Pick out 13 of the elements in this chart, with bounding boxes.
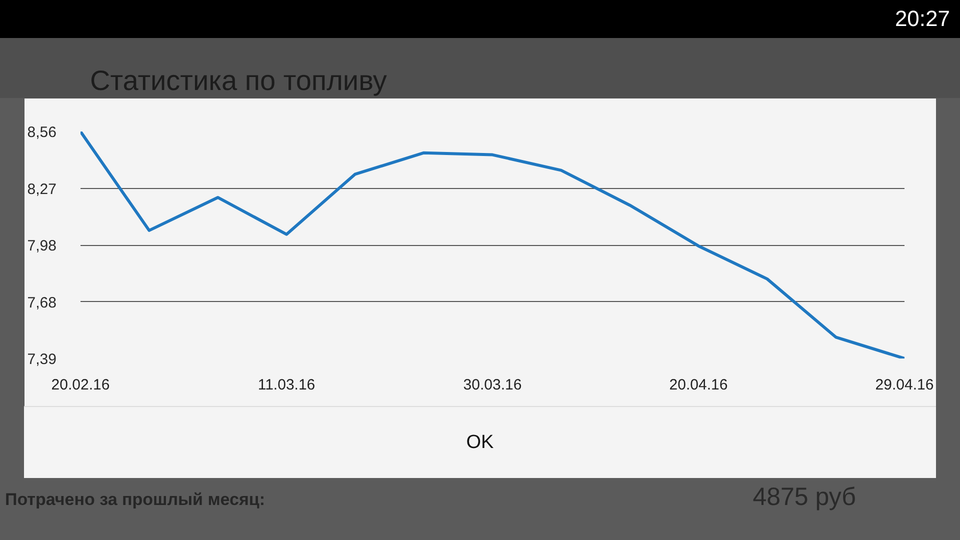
x-tick-label: 29.04.16: [875, 376, 934, 394]
text: 20:27: [894, 5, 950, 33]
y-tick-label: 8,56: [27, 124, 57, 141]
y-tick-label: 7,98: [27, 238, 57, 254]
x-tick-label: 11.03.16: [258, 376, 316, 394]
y-tick-label: 7,39: [27, 351, 57, 368]
x-tick-label: 20.04.16: [669, 376, 728, 394]
line-series: [80, 132, 904, 358]
y-tick-label: 8,27: [27, 180, 57, 198]
text: OK: [465, 431, 495, 455]
x-tick-label: 30.03.16: [463, 376, 522, 394]
y-tick-label: 7,68: [27, 294, 57, 312]
x-tick-label: 20.02.16: [51, 376, 110, 394]
